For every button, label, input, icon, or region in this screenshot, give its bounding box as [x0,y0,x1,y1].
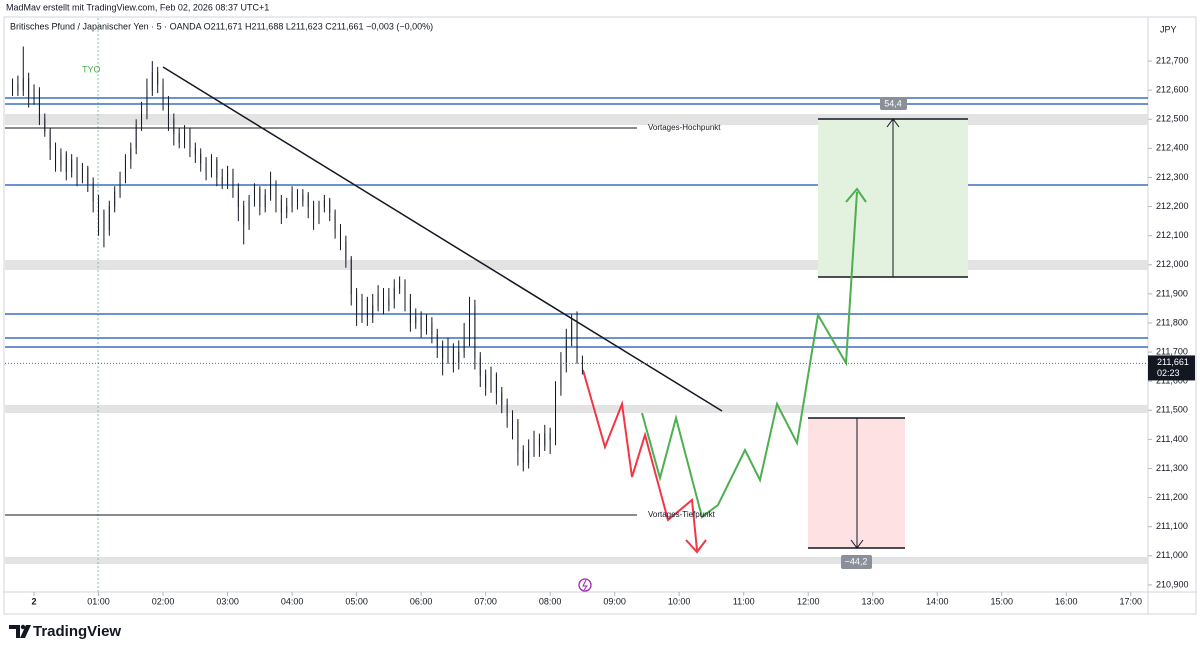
zone [5,405,1148,413]
x-tick-label: 14:00 [926,596,949,606]
zone [5,114,1148,125]
annotation: Vortages-Hochpunkt [648,123,721,132]
y-tick-label: 212,000 [1156,259,1189,269]
y-tick-label: 212,200 [1156,201,1189,211]
x-tick-label: 06:00 [410,596,433,606]
y-tick-label: 212,700 [1156,55,1189,65]
session-label: TYO [82,64,101,74]
x-tick-label: 15:00 [990,596,1013,606]
y-tick-label: 211,300 [1156,463,1188,473]
y-tick-label: 211,200 [1156,492,1188,502]
y-tick-label: 211,900 [1156,288,1188,298]
symbol-title: Britisches Pfund / Japanischer Yen · 5 ·… [10,21,433,31]
annotation: Vortages-Tiefpunkt [648,510,716,519]
y-tick-label: 212,300 [1156,172,1189,182]
short-label: −44,2 [845,556,868,566]
x-tick-label: 17:00 [1120,596,1143,606]
y-tick-label: 211,100 [1156,521,1188,531]
x-tick-label: 11:00 [733,596,755,606]
header: MadMav erstellt mit TradingView.com, Feb… [6,2,269,12]
x-tick-label: 16:00 [1055,596,1078,606]
long-label: 54,4 [884,98,902,108]
currency: JPY [1160,24,1177,34]
y-tick-label: 212,400 [1156,143,1189,153]
y-tick-label: 211,800 [1156,317,1188,327]
y-tick-label: 212,600 [1156,85,1189,95]
y-tick-label: 211,000 [1156,550,1188,560]
x-tick-label: 05:00 [345,596,368,606]
y-tick-label: 212,100 [1156,230,1189,240]
countdown: 02:23 [1157,368,1180,378]
last-price-label: 211,661 [1157,357,1189,367]
x-tick-label: 03:00 [216,596,239,606]
x-tick-label: 08:00 [539,596,562,606]
zone [5,557,1148,564]
x-tick-label: 04:00 [281,596,304,606]
brand: TradingView [33,623,121,640]
x-tick-label: 13:00 [861,596,884,606]
y-tick-label: 211,400 [1156,434,1188,444]
x-tick-label: 12:00 [797,596,820,606]
x-tick-label: 01:00 [87,596,110,606]
x-tick-label: 02:00 [152,596,175,606]
y-tick-label: 211,700 [1156,346,1188,356]
x-tick-label: 09:00 [603,596,626,606]
y-tick-label: 212,500 [1156,114,1189,124]
y-tick-label: 211,500 [1156,405,1188,415]
x-tick-label: 07:00 [474,596,497,606]
x-tick-label: 2 [32,596,37,606]
x-tick-label: 10:00 [668,596,691,606]
zone [5,260,1148,270]
y-tick-label: 210,900 [1156,579,1189,589]
